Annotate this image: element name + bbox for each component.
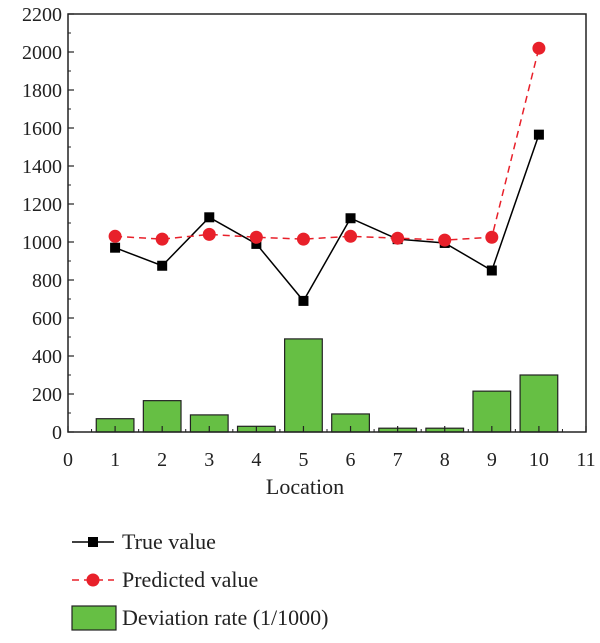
y-tick-label: 1600 <box>22 118 62 140</box>
x-tick-label: 9 <box>487 449 497 471</box>
y-tick-label: 2000 <box>22 42 62 64</box>
predicted-value-point <box>344 229 358 243</box>
true-value-point <box>110 242 121 253</box>
predicted-value-point <box>296 232 310 246</box>
legend-predicted-label: Predicted value <box>122 567 258 592</box>
y-tick-label: 1800 <box>22 80 62 102</box>
y-tick-label: 200 <box>32 384 62 406</box>
y-tick-label: 1200 <box>22 194 62 216</box>
y-tick-label: 800 <box>32 270 62 292</box>
y-tick-label: 1000 <box>22 232 62 254</box>
legend-deviation-swatch <box>71 605 117 631</box>
x-axis-title: Location <box>266 474 344 499</box>
legend-deviation-label: Deviation rate (1/1000) <box>122 605 329 630</box>
legend-predicted-marker <box>86 573 100 587</box>
bar-location-5 <box>284 338 323 433</box>
legend: True value Predicted value Deviation rate … <box>71 529 329 631</box>
legend-true-label: True value <box>122 529 216 554</box>
predicted-value-point <box>202 227 216 241</box>
y-tick-label: 0 <box>52 422 62 444</box>
predicted-value-point <box>485 230 499 244</box>
x-tick-label: 4 <box>251 449 261 471</box>
true-value-point <box>533 129 544 140</box>
true-value-point <box>345 213 356 224</box>
y-tick-label: 400 <box>32 346 62 368</box>
x-tick-label: 0 <box>63 449 73 471</box>
true-value-point <box>251 238 262 249</box>
x-tick-label: 1 <box>110 449 120 471</box>
predicted-value-point <box>438 233 452 247</box>
x-tick-label: 3 <box>204 449 214 471</box>
y-tick-label: 1400 <box>22 156 62 178</box>
predicted-value-point <box>155 232 169 246</box>
true-value-point <box>486 265 497 276</box>
x-tick-label: 10 <box>529 449 549 471</box>
markers-layer <box>108 41 546 306</box>
predicted-value-line <box>115 48 540 241</box>
predicted-value-point <box>108 229 122 243</box>
ticks-layer: 0 1 2 3 4 5 6 7 8 9 10 11 0 200 400 600 800 1000 1200 1400 1… <box>22 4 596 471</box>
x-tick-label: 2 <box>157 449 167 471</box>
bar-location-9 <box>472 390 512 433</box>
true-value-point <box>298 295 309 306</box>
bar-location-10 <box>519 374 559 433</box>
x-tick-label: 11 <box>576 449 595 471</box>
x-tick-label: 7 <box>393 449 403 471</box>
true-value-point <box>157 260 168 271</box>
predicted-value-point <box>249 230 263 244</box>
x-tick-label: 6 <box>346 449 356 471</box>
true-value-line <box>114 134 540 303</box>
x-tick-label: 5 <box>298 449 308 471</box>
lines-layer <box>114 48 540 303</box>
x-tick-label: 8 <box>440 449 450 471</box>
y-tick-label: 2200 <box>22 4 62 26</box>
y-tick-label: 600 <box>32 308 62 330</box>
legend-true-marker <box>88 537 98 547</box>
predicted-value-point <box>391 231 405 245</box>
predicted-value-point <box>532 41 546 55</box>
true-value-point <box>204 212 215 223</box>
